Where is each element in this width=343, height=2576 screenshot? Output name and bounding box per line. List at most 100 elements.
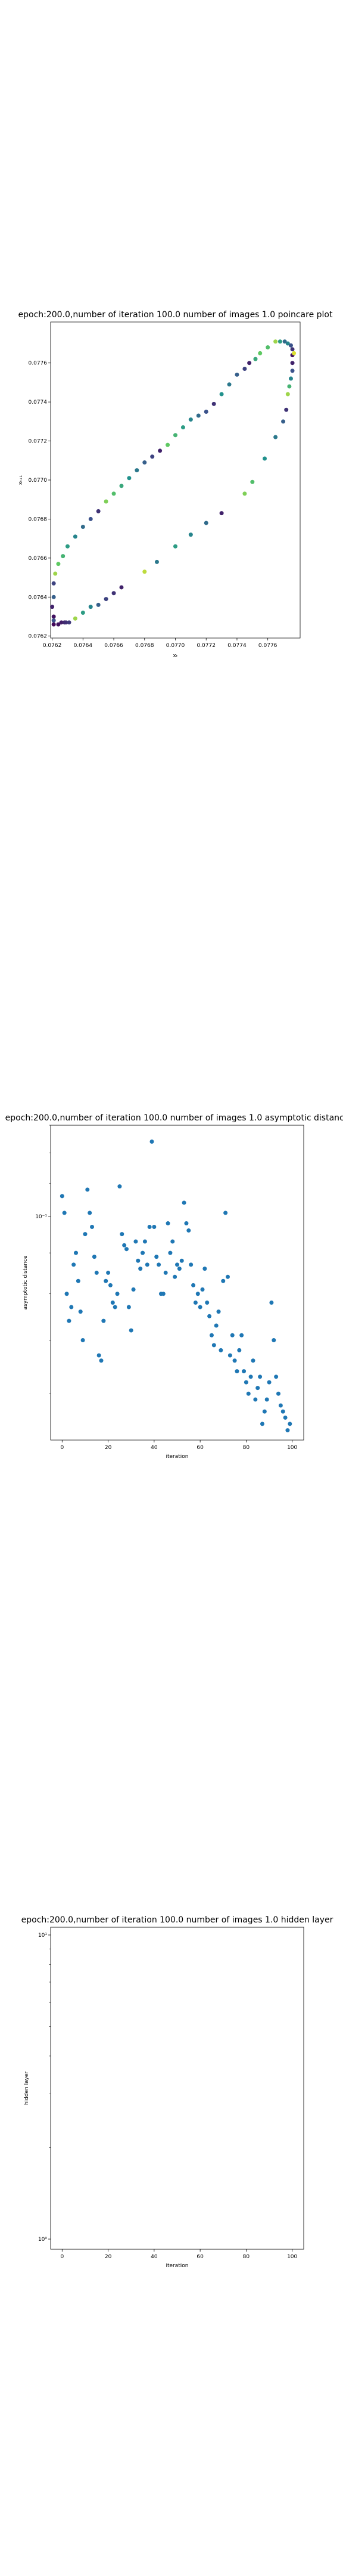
data-point: [226, 1274, 230, 1279]
data-point: [60, 1194, 64, 1199]
data-point: [227, 1353, 232, 1358]
data-point: [78, 1309, 83, 1314]
x-tick-label: 0: [60, 1445, 64, 1451]
data-point: [88, 1210, 92, 1215]
data-point: [154, 1255, 159, 1259]
data-point: [269, 1300, 274, 1305]
data-point: [285, 1428, 290, 1433]
x-tick-label: 0.0776: [258, 643, 277, 649]
data-point: [67, 620, 71, 625]
y-tick-label: 0.0762: [29, 634, 48, 640]
data-point: [250, 479, 255, 484]
data-point: [274, 1374, 279, 1379]
data-point: [235, 372, 239, 377]
data-point: [99, 1358, 104, 1363]
asymptotic-distance-plot: epoch:200.0,number of iteration 100.0 nu…: [5, 1113, 343, 1460]
data-point: [239, 1333, 244, 1337]
data-point: [104, 499, 108, 504]
data-point: [258, 351, 263, 355]
x-tick-label: 0.0766: [104, 643, 123, 649]
data-point: [184, 1221, 189, 1226]
x-tick-label: 0: [60, 2254, 64, 2260]
data-point: [170, 1239, 175, 1244]
data-point: [211, 1343, 216, 1348]
data-point: [242, 1369, 247, 1374]
x-tick-label: 40: [151, 2254, 158, 2260]
y-axis-label: hidden layer: [24, 2072, 30, 2106]
data-point: [113, 1305, 117, 1309]
data-point: [264, 1397, 269, 1402]
data-point: [177, 1267, 182, 1271]
data-point: [111, 491, 116, 496]
data-point: [145, 1262, 149, 1267]
data-point: [287, 384, 292, 389]
data-point: [149, 1140, 154, 1144]
chart-title: epoch:200.0,number of iteration 100.0 nu…: [5, 1113, 343, 1123]
data-point: [219, 511, 224, 516]
data-point: [204, 409, 208, 414]
data-point: [253, 1397, 258, 1402]
y-tick-label: 0.0764: [29, 595, 48, 600]
x-tick-label: 100: [287, 2254, 297, 2260]
x-tick-label: 0.0764: [74, 643, 93, 649]
data-point: [142, 569, 147, 574]
plot-frame: [50, 1927, 304, 2250]
data-point: [230, 1333, 235, 1337]
data-point: [53, 571, 58, 576]
data-point: [290, 369, 295, 373]
data-point: [276, 1391, 280, 1396]
x-tick-label: 40: [151, 1445, 158, 1451]
data-point: [200, 1287, 205, 1292]
x-axis-label: iteration: [166, 1454, 188, 1460]
plot-frame: [50, 321, 301, 639]
data-point: [136, 1258, 141, 1263]
y-tick-label: 0.0776: [29, 361, 48, 367]
data-point: [56, 622, 61, 627]
data-point: [158, 448, 163, 453]
data-point: [157, 1262, 161, 1267]
plot-frame: [50, 1125, 304, 1441]
data-point: [51, 581, 56, 586]
data-point: [223, 1210, 228, 1215]
data-point: [119, 484, 124, 488]
data-point: [198, 1305, 202, 1309]
data-point: [273, 339, 278, 344]
data-point: [246, 1391, 251, 1396]
data-point: [138, 1267, 143, 1271]
data-point: [180, 425, 185, 430]
x-tick-label: 0.0772: [197, 643, 216, 649]
data-point: [175, 1262, 179, 1267]
y-tick-label: 10⁻¹: [35, 1214, 47, 1220]
y-tick-label: 10¹: [38, 1933, 47, 1939]
data-point: [290, 347, 295, 352]
data-point: [163, 1270, 168, 1275]
x-tick-label: 20: [105, 2254, 112, 2260]
data-point: [80, 525, 85, 530]
data-point: [119, 585, 124, 590]
data-point: [83, 1232, 88, 1237]
data-point: [150, 454, 155, 459]
data-point: [120, 1232, 124, 1237]
data-point: [189, 1262, 194, 1267]
data-point: [179, 1258, 184, 1263]
x-tick-label: 80: [243, 2254, 250, 2260]
data-point: [85, 1187, 90, 1192]
data-point: [211, 401, 216, 406]
data-point: [152, 1225, 157, 1230]
data-point: [258, 1374, 263, 1379]
chart-title: epoch:200.0,number of iteration 100.0 nu…: [18, 310, 333, 320]
data-point: [62, 1210, 67, 1215]
data-point: [96, 509, 101, 513]
data-point: [67, 1318, 71, 1323]
data-point: [288, 343, 293, 348]
data-point: [227, 382, 232, 387]
y-tick-label: 0.0768: [29, 516, 48, 522]
data-point: [292, 351, 297, 355]
x-tick-label: 60: [197, 1445, 204, 1451]
x-axis-label: xₜ: [173, 653, 178, 659]
data-point: [88, 605, 93, 609]
data-point: [173, 544, 177, 549]
data-point: [108, 1283, 113, 1287]
data-point: [263, 456, 267, 461]
data-point: [166, 1221, 170, 1226]
